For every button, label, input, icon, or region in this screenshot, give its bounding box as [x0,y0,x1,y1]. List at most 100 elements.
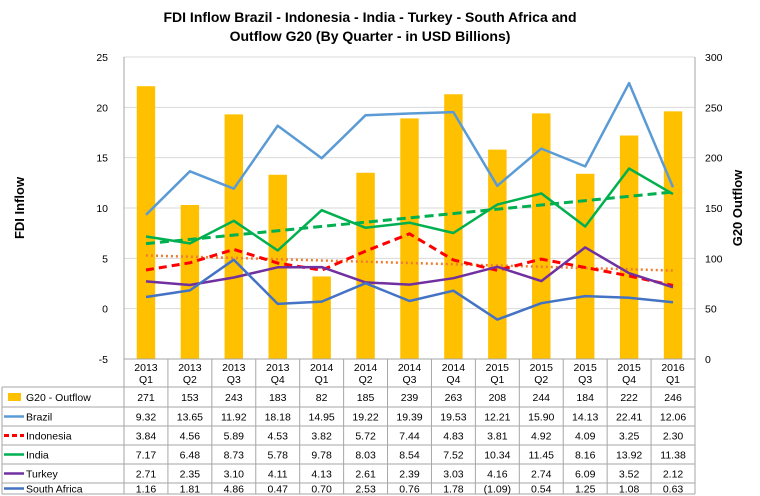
bar-g20-outflow [312,276,331,359]
bar-g20-outflow [532,113,551,359]
cell-indonesia: 2.30 [663,431,684,443]
cell-south-africa: 0.47 [268,484,289,496]
cell-indonesia: 3.84 [136,431,157,443]
cell-indonesia: 4.92 [531,431,552,443]
cell-south-africa: 4.86 [224,484,245,496]
cell-india: 10.34 [484,450,510,462]
cell-indonesia: 3.25 [619,431,640,443]
cell-g20-outflow: 271 [137,392,155,404]
cell-turkey: 4.11 [268,469,288,481]
line-indonesia [145,232,674,287]
cell-g20-outflow: 208 [489,392,507,404]
y-axis-right-title: G20 Outflow [730,169,745,246]
x-tick-quarter: Q3 [227,374,241,386]
bar-g20-outflow [224,114,244,359]
cell-brazil: 19.39 [396,412,422,424]
y-axis-left-ticks: -5 0 5 10 15 20 25 [96,52,108,366]
cell-g20-outflow: 184 [576,392,594,404]
cell-indonesia: 7.44 [399,431,420,443]
x-tick-quarter: Q4 [446,374,460,386]
cell-turkey: 4.16 [487,469,508,481]
line-south-africa [145,258,674,321]
bar-g20-outflow [619,135,639,359]
x-tick-quarter: Q2 [534,374,548,386]
cell-brazil: 12.06 [660,412,686,424]
cell-south-africa: 0.76 [399,484,420,496]
bar-g20-outflow [400,118,419,359]
x-tick-quarter: Q3 [402,374,416,386]
cell-brazil: 12.21 [484,412,510,424]
x-tick-year: 2013 [178,362,202,374]
x-tick-year: 2016 [661,362,685,374]
x-tick-quarter: Q3 [578,374,592,386]
x-tick-quarter: Q1 [315,374,329,386]
cell-south-africa: 0.70 [311,484,332,496]
bar-g20-outflow [444,94,463,359]
legend-label-india: India [26,450,49,462]
legend-label-indonesia: Indonesia [26,431,72,443]
cell-indonesia: 5.89 [224,431,245,443]
x-tick-year: 2014 [310,362,334,374]
x-tick-year: 2015 [617,362,641,374]
cell-south-africa: 0.54 [531,484,552,496]
cell-india: 9.78 [311,450,332,462]
y-axis-right-ticks: 0 50 100 150 200 250 300 [705,52,723,366]
cell-turkey: 3.03 [443,469,464,481]
x-tick-year: 2014 [398,362,422,374]
cell-indonesia: 3.81 [487,431,508,443]
cell-south-africa: 1.16 [136,484,157,496]
cell-indonesia: 4.83 [443,431,464,443]
cell-g20-outflow: 82 [316,392,328,404]
cell-g20-outflow: 244 [533,392,551,404]
cell-turkey: 2.35 [180,469,201,481]
cell-india: 8.73 [224,450,245,462]
cell-brazil: 22.41 [616,412,642,424]
bar-g20-outflow [356,172,375,359]
cell-turkey: 2.12 [663,469,684,481]
cell-turkey: 4.13 [311,469,332,481]
cell-south-africa: (1.09) [484,484,511,496]
data-table: 2013Q12013Q22013Q32013Q42014Q12014Q22014… [1,57,696,496]
line-india [145,167,674,252]
y-left-tick-label: -5 [99,354,108,366]
x-tick-quarter: Q4 [622,374,636,386]
cell-brazil: 14.95 [309,412,335,424]
cell-brazil: 11.92 [221,412,247,424]
y-left-tick-label: 5 [102,253,108,265]
bar-g20-outflow [180,204,200,359]
cell-south-africa: 1.81 [180,484,201,496]
cell-g20-outflow: 246 [664,392,682,404]
x-tick-quarter: Q1 [490,374,504,386]
legend-label-brazil: Brazil [26,412,52,424]
chart-title-line-2: Outflow G20 (By Quarter - in USD Billion… [230,28,511,44]
cell-india: 8.03 [355,450,376,462]
x-tick-quarter: Q2 [183,374,197,386]
cell-g20-outflow: 239 [401,392,419,404]
x-tick-year: 2013 [134,362,158,374]
y-left-tick-label: 0 [102,304,108,316]
cell-south-africa: 1.08 [619,484,640,496]
x-tick-year: 2014 [354,362,378,374]
trendlines [145,190,674,272]
y-right-tick-label: 250 [705,102,723,114]
line-turkey [145,246,674,289]
cell-india: 7.17 [136,450,157,462]
y-left-tick-label: 10 [96,203,108,215]
cell-g20-outflow: 183 [269,392,287,404]
cell-brazil: 13.65 [177,412,203,424]
cell-g20-outflow: 222 [620,392,638,404]
cell-india: 8.16 [575,450,596,462]
cell-brazil: 18.18 [265,412,291,424]
cell-g20-outflow: 185 [357,392,375,404]
cell-south-africa: 0.63 [663,484,684,496]
cell-turkey: 3.52 [619,469,640,481]
legend-label-turkey: Turkey [26,469,58,481]
x-tick-year: 2015 [486,362,510,374]
chart-title-line-1: FDI Inflow Brazil - Indonesia - India - … [163,9,576,25]
y-right-tick-label: 100 [705,253,723,265]
y-left-tick-label: 15 [96,153,108,165]
cell-brazil: 9.32 [136,412,157,424]
cell-india: 11.45 [529,450,555,462]
x-tick-year: 2013 [222,362,246,374]
line-brazil [145,81,675,216]
